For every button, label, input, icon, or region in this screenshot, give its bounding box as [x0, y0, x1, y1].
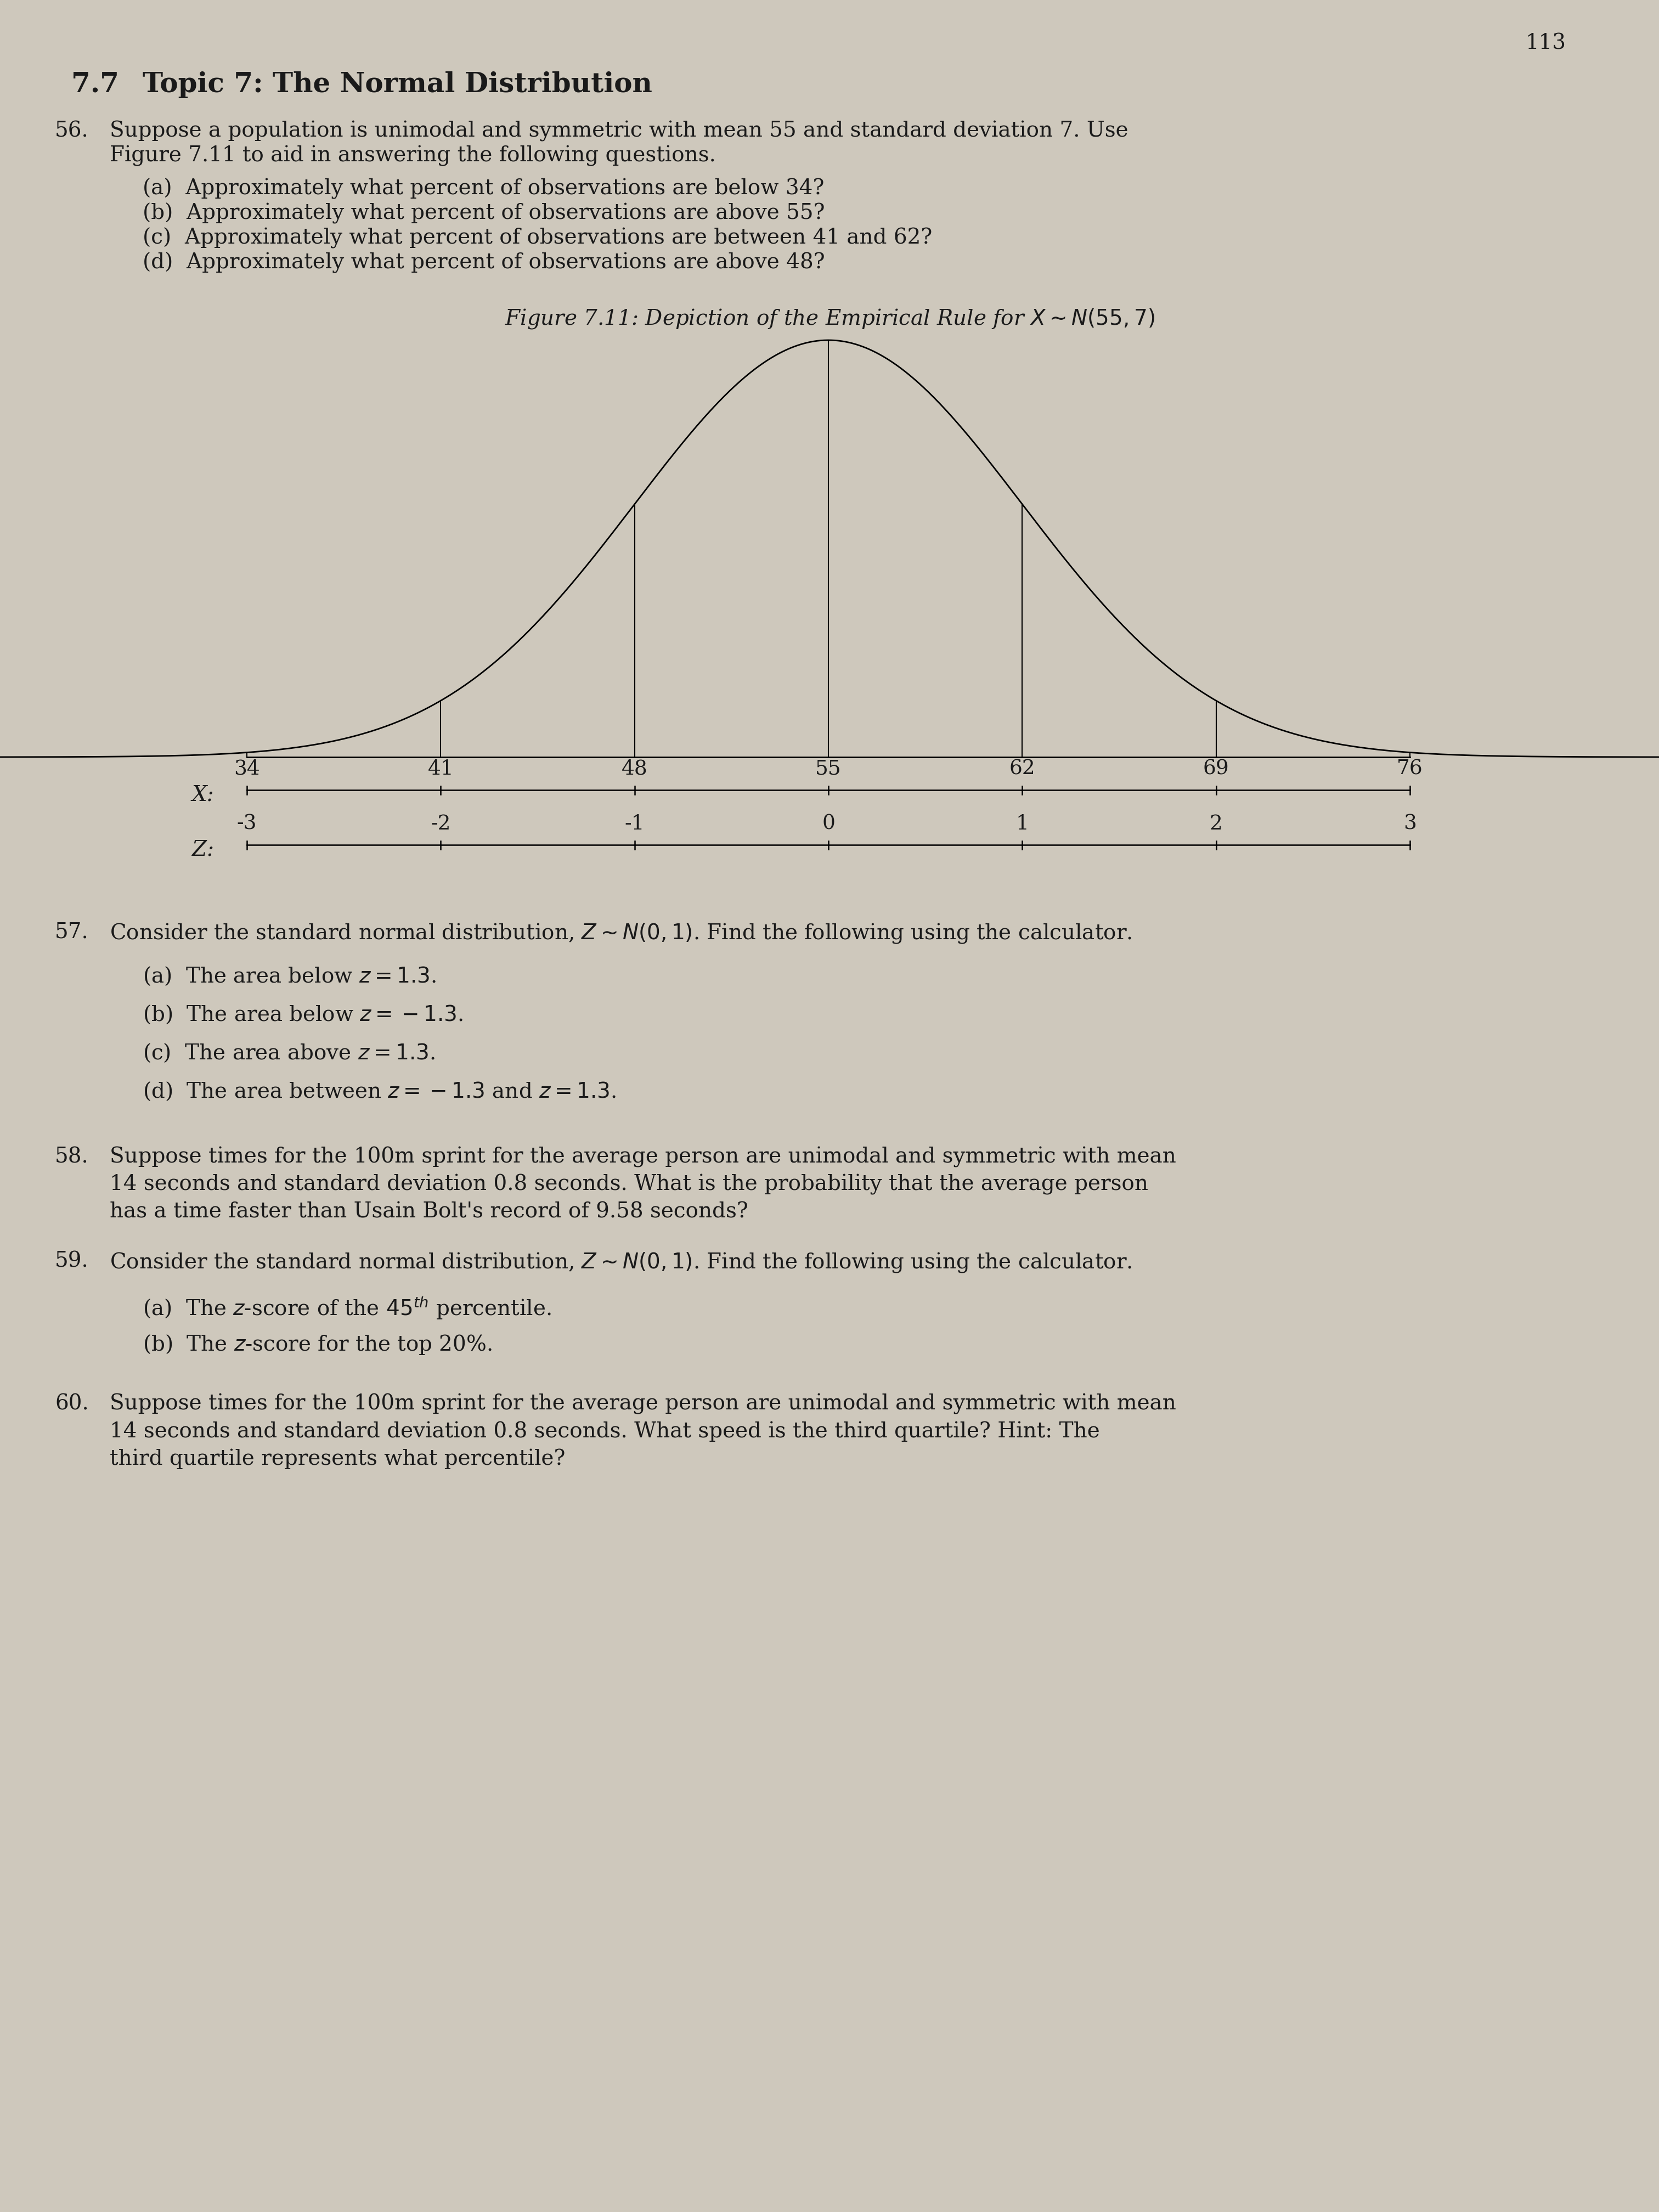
Text: (a)  Approximately what percent of observations are below 34?: (a) Approximately what percent of observ… — [143, 179, 825, 199]
Text: (c)  The area above $z = 1.3$.: (c) The area above $z = 1.3$. — [143, 1042, 435, 1064]
Text: Z:: Z: — [192, 838, 214, 860]
Text: -2: -2 — [431, 814, 451, 834]
Text: 1: 1 — [1015, 814, 1029, 834]
Text: -1: -1 — [624, 814, 645, 834]
Text: 56.: 56. — [55, 122, 88, 142]
Text: (c)  Approximately what percent of observations are between 41 and 62?: (c) Approximately what percent of observ… — [143, 228, 932, 248]
Text: Consider the standard normal distribution, $Z \sim N(0, 1)$. Find the following : Consider the standard normal distributio… — [109, 922, 1131, 945]
Text: 0: 0 — [821, 814, 834, 834]
Text: Figure 7.11 to aid in answering the following questions.: Figure 7.11 to aid in answering the foll… — [109, 146, 717, 166]
Text: (a)  The $z$-score of the $45^{th}$ percentile.: (a) The $z$-score of the $45^{th}$ perce… — [143, 1294, 551, 1321]
Text: 60.: 60. — [55, 1394, 88, 1413]
Text: 14 seconds and standard deviation 0.8 seconds. What speed is the third quartile?: 14 seconds and standard deviation 0.8 se… — [109, 1420, 1100, 1442]
Text: (d)  Approximately what percent of observations are above 48?: (d) Approximately what percent of observ… — [143, 252, 825, 274]
Text: 113: 113 — [1525, 33, 1566, 53]
Text: (a)  The area below $z = 1.3$.: (a) The area below $z = 1.3$. — [143, 967, 436, 987]
Text: (b)  Approximately what percent of observations are above 55?: (b) Approximately what percent of observ… — [143, 204, 825, 223]
Text: (b)  The area below $z = -1.3$.: (b) The area below $z = -1.3$. — [143, 1004, 463, 1026]
Text: 14 seconds and standard deviation 0.8 seconds. What is the probability that the : 14 seconds and standard deviation 0.8 se… — [109, 1175, 1148, 1194]
Text: third quartile represents what percentile?: third quartile represents what percentil… — [109, 1449, 566, 1469]
Text: 41: 41 — [428, 759, 455, 779]
Text: 76: 76 — [1397, 759, 1423, 779]
Text: 7.7: 7.7 — [71, 71, 119, 97]
Text: -3: -3 — [237, 814, 257, 834]
Text: Figure 7.11: Depiction of the Empirical Rule for $X \sim N(55, 7)$: Figure 7.11: Depiction of the Empirical … — [504, 307, 1155, 330]
Text: has a time faster than Usain Bolt's record of 9.58 seconds?: has a time faster than Usain Bolt's reco… — [109, 1201, 748, 1221]
Text: Consider the standard normal distribution, $Z \sim N(0, 1)$. Find the following : Consider the standard normal distributio… — [109, 1250, 1131, 1274]
Text: (b)  The $z$-score for the top 20%.: (b) The $z$-score for the top 20%. — [143, 1334, 493, 1356]
Text: (d)  The area between $z = -1.3$ and $z = 1.3$.: (d) The area between $z = -1.3$ and $z =… — [143, 1082, 615, 1102]
Text: Suppose times for the 100m sprint for the average person are unimodal and symmet: Suppose times for the 100m sprint for th… — [109, 1394, 1176, 1413]
Text: 59.: 59. — [55, 1250, 88, 1272]
Text: 57.: 57. — [55, 922, 88, 942]
Text: X:: X: — [191, 785, 214, 805]
Text: 58.: 58. — [55, 1146, 88, 1168]
Text: 2: 2 — [1209, 814, 1223, 834]
Text: Suppose times for the 100m sprint for the average person are unimodal and symmet: Suppose times for the 100m sprint for th… — [109, 1146, 1176, 1168]
Text: 3: 3 — [1404, 814, 1417, 834]
Text: 69: 69 — [1203, 759, 1229, 779]
Text: 48: 48 — [622, 759, 647, 779]
Text: Topic 7: The Normal Distribution: Topic 7: The Normal Distribution — [143, 71, 652, 97]
Text: 55: 55 — [815, 759, 841, 779]
Text: 34: 34 — [234, 759, 260, 779]
Text: 62: 62 — [1009, 759, 1035, 779]
Text: Suppose a population is unimodal and symmetric with mean 55 and standard deviati: Suppose a population is unimodal and sym… — [109, 122, 1128, 142]
